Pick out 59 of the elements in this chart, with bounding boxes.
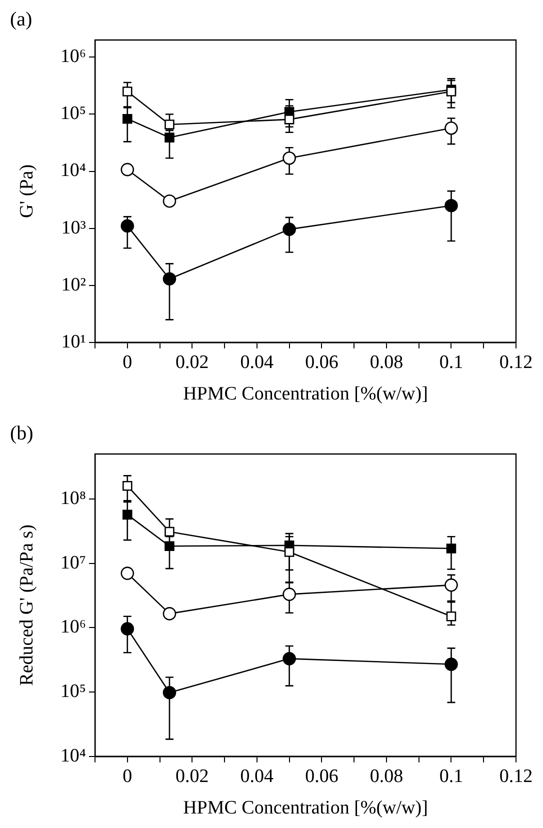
point — [444, 121, 458, 135]
y-axis-title: Reduced G' (Pa/Pa s) — [16, 524, 38, 686]
y-tick-label: 10⁸ — [60, 488, 86, 509]
y-tick-label: 10³ — [61, 217, 86, 238]
y-tick-label: 10² — [61, 274, 86, 296]
x-tick-label: 0.06 — [305, 352, 338, 373]
y-tick-label: 10⁶ — [60, 46, 86, 68]
x-tick-label: 0 — [122, 766, 132, 787]
y-tick-label: 10¹ — [61, 331, 86, 352]
point — [164, 132, 174, 142]
point — [122, 480, 132, 491]
x-tick-label: 0.06 — [305, 766, 338, 787]
x-tick-label: 0.08 — [370, 766, 404, 787]
point — [282, 588, 296, 601]
point — [122, 510, 132, 520]
point — [164, 120, 174, 130]
point — [122, 114, 132, 124]
x-tick-label: 0.02 — [176, 766, 209, 787]
point — [162, 686, 176, 700]
point — [122, 86, 132, 96]
point — [120, 162, 134, 176]
x-tick-label: 0.1 — [439, 766, 464, 787]
x-tick-label: 0.12 — [499, 766, 533, 787]
y-tick-label: 10⁵ — [60, 681, 86, 702]
point — [162, 272, 176, 286]
y-tick-label: 10⁴ — [60, 745, 86, 766]
point — [446, 611, 456, 622]
point — [164, 526, 174, 537]
x-tick-label: 0.1 — [439, 352, 464, 373]
point — [446, 544, 456, 554]
point — [282, 652, 296, 666]
point — [282, 151, 296, 165]
point — [162, 194, 176, 208]
y-tick-label: 10⁷ — [60, 552, 86, 574]
point — [164, 541, 174, 552]
x-tick-label: 0.04 — [240, 352, 274, 373]
y-tick-label: 10⁶ — [60, 616, 86, 638]
y-tick-label: 10⁵ — [60, 103, 86, 124]
point — [284, 547, 294, 557]
chart-title: (b) — [10, 422, 34, 444]
x-tick-label: 0.02 — [176, 352, 209, 373]
point — [120, 566, 134, 580]
point — [120, 219, 134, 233]
point — [444, 578, 458, 592]
x-tick-label: 0.08 — [370, 352, 404, 373]
x-axis-title: HPMC Concentration [%(w/w)] — [183, 798, 428, 819]
x-tick-label: 0 — [122, 352, 132, 373]
point — [162, 607, 176, 620]
chart-title: (a) — [10, 8, 32, 30]
point — [284, 114, 294, 124]
point — [444, 658, 458, 671]
point — [444, 198, 458, 212]
x-tick-label: 0.04 — [240, 766, 274, 787]
y-tick-label: 10⁴ — [60, 160, 86, 182]
point — [120, 622, 134, 636]
x-tick-label: 0.12 — [499, 352, 533, 373]
x-axis-title: HPMC Concentration [%(w/w)] — [183, 384, 428, 405]
point — [282, 222, 296, 236]
y-axis-title: G' (Pa) — [16, 164, 38, 218]
